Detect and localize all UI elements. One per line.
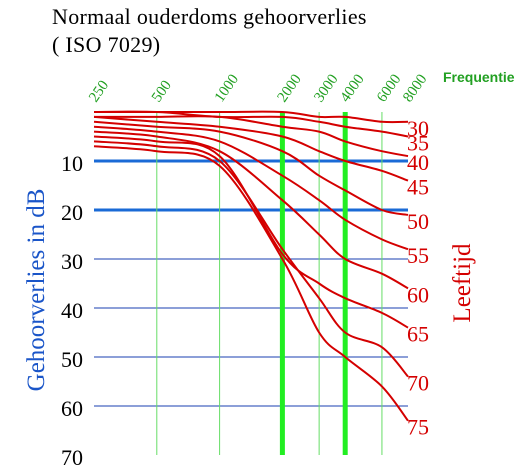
- x-tick-label-250: 250: [86, 78, 112, 106]
- age-label-40: 40: [407, 150, 429, 175]
- age-label-55: 55: [407, 243, 429, 268]
- curve-age-75: [93, 145, 409, 422]
- x-tick-label-4000: 4000: [337, 72, 367, 106]
- plot-area: [94, 112, 408, 455]
- age-label-45: 45: [407, 175, 429, 200]
- curve-age-65: [93, 135, 409, 329]
- age-label-70: 70: [407, 371, 429, 396]
- curve-age-50: [93, 120, 409, 216]
- y-tick-label-30: 30: [61, 249, 83, 274]
- x-axis-title: Frequentie: [443, 69, 515, 85]
- x-tick-label-8000: 8000: [400, 72, 430, 106]
- curve-age-60: [93, 130, 409, 290]
- y-tick-label-50: 50: [61, 347, 83, 372]
- chart-subtitle: ( ISO 7029): [52, 32, 161, 57]
- age-label-60: 60: [407, 282, 429, 307]
- y-tick-label-60: 60: [61, 396, 83, 421]
- y-axis-title: Gehoorverlies in dB: [23, 189, 50, 392]
- x-tick-label-3000: 3000: [311, 72, 341, 106]
- curve-age-70: [93, 140, 409, 378]
- curve-age-35: [93, 110, 409, 138]
- y-tick-label-10: 10: [61, 151, 83, 176]
- right-axis-title: Leeftijd: [449, 243, 476, 323]
- curve-age-45: [93, 115, 409, 182]
- age-label-50: 50: [407, 209, 429, 234]
- x-tick-label-1000: 1000: [212, 72, 242, 106]
- y-tick-label-40: 40: [61, 298, 83, 323]
- curve-age-40: [94, 115, 409, 158]
- x-tick-label-2000: 2000: [275, 72, 305, 106]
- chart-title: Normaal ouderdoms gehoorverlies: [52, 4, 367, 29]
- y-tick-label-70: 70: [61, 445, 83, 465]
- age-label-75: 75: [407, 415, 429, 440]
- x-tick-label-6000: 6000: [374, 72, 404, 106]
- age-label-35: 35: [407, 131, 429, 156]
- x-tick-label-500: 500: [149, 78, 175, 106]
- age-label-65: 65: [407, 322, 429, 347]
- curve-age-55: [93, 125, 409, 251]
- y-tick-label-20: 20: [61, 200, 83, 225]
- age-label-30: 30: [407, 116, 429, 141]
